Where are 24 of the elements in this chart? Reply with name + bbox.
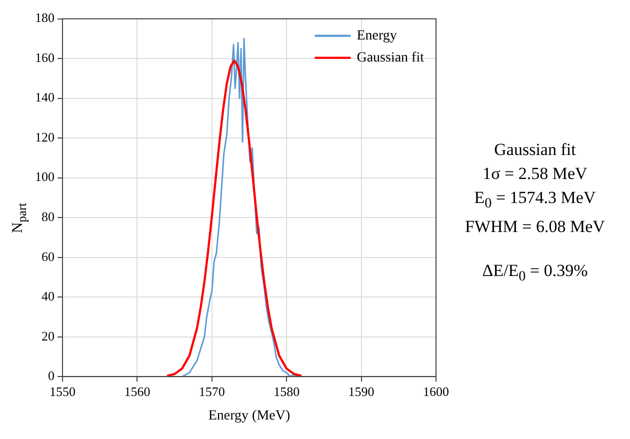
x-axis-title: Energy (MeV) xyxy=(208,408,290,424)
x-tick-label: 1590 xyxy=(348,384,374,399)
y-tick-label: 80 xyxy=(42,209,54,224)
x-tick-label: 1580 xyxy=(274,384,300,399)
y-tick-label: 20 xyxy=(42,328,54,344)
text: FWHM = 6.08 MeV xyxy=(464,216,606,238)
x-tick-label: 1550 xyxy=(50,384,76,399)
text: E$_{0}$ = 1574.3 MeV xyxy=(473,187,597,214)
y-tick-label: 120 xyxy=(35,129,54,144)
x-tick-label: 1570 xyxy=(198,384,225,399)
y-tick-label: 160 xyxy=(35,50,54,65)
y-tick-label: 180 xyxy=(35,10,54,26)
legend-label: Energy xyxy=(356,28,397,44)
text: Gaussian fit xyxy=(493,139,577,161)
y-tick-label: 0 xyxy=(48,368,54,384)
y-tick-label: 40 xyxy=(42,288,54,304)
y-tick-label: 140 xyxy=(35,90,54,105)
x-tick-label: 1600 xyxy=(423,384,449,399)
text: ΔE/E$_{0}$ = 0.39% xyxy=(481,260,589,287)
y-tick-label: 60 xyxy=(42,248,54,264)
x-tick-label: 1560 xyxy=(124,384,150,399)
legend-label: Gaussian fit xyxy=(356,50,424,66)
text: 1σ = 2.58 MeV xyxy=(482,163,588,185)
y-tick-label: 100 xyxy=(35,169,54,184)
